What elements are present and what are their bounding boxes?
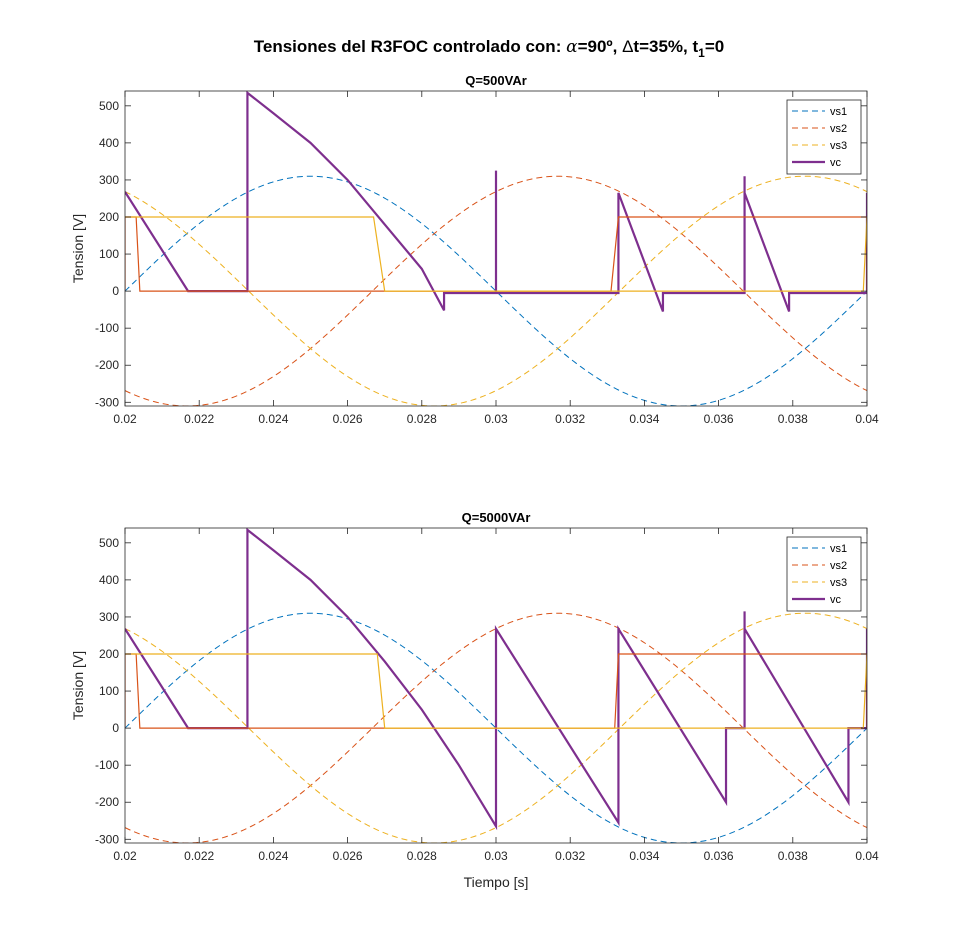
plot-q500: 0.02 0.022 0.024 0.026 0.028 0.03 0.032 0.034 0.… [70, 73, 879, 426]
x-tick-label: 0.022 [184, 412, 214, 426]
series-vs1-line [125, 175, 867, 406]
x-tick-label: 0.024 [258, 412, 288, 426]
y-tick-label: 500 [99, 99, 119, 113]
legend-label-vs1: vs1 [830, 106, 847, 118]
x-tick-label: 0.022 [184, 849, 214, 863]
series-vs3-pulse-line [125, 653, 867, 729]
legend: vs1 vs2 vs3 vc [786, 99, 862, 175]
y-tick-label: -300 [95, 832, 119, 846]
legend-label-vc: vc [830, 157, 842, 169]
y-tick-label: 300 [99, 610, 119, 624]
series-vs3-pulse-line [125, 216, 867, 292]
x-tick-label: 0.04 [855, 412, 879, 426]
subplot-title: Q=500VAr [465, 73, 527, 88]
legend-label-vs1: vs1 [830, 543, 847, 555]
y-tick-label: -200 [95, 358, 119, 372]
y-tick-label: 100 [99, 247, 119, 261]
x-tick-label: 0.032 [555, 849, 585, 863]
x-tick-label: 0.028 [407, 849, 437, 863]
x-tick-label: 0.024 [258, 849, 288, 863]
title-dt: t=35%, t [633, 37, 698, 56]
y-tick-label: 500 [99, 536, 119, 550]
legend-label-vs2: vs2 [830, 560, 847, 572]
x-tick-label: 0.036 [704, 849, 734, 863]
x-tick-label: 0.03 [484, 412, 508, 426]
y-tick-label: 200 [99, 210, 119, 224]
y-tick-label: 100 [99, 684, 119, 698]
title-alpha-eq: =90º, [578, 37, 623, 56]
title-sub: 1 [698, 46, 705, 60]
x-tick-label: 0.034 [629, 849, 659, 863]
y-tick-label: -100 [95, 758, 119, 772]
title-alpha: α [566, 37, 578, 57]
y-axis-label: Tension [V] [70, 214, 86, 283]
x-tick-label: 0.038 [778, 412, 808, 426]
series-vc-line [125, 91, 867, 312]
title-end: =0 [705, 37, 724, 56]
x-tick-label: 0.026 [333, 849, 363, 863]
y-tick-label: -300 [95, 395, 119, 409]
x-tick-label: 0.03 [484, 849, 508, 863]
title-main: Tensiones del R3FOC controlado con: [254, 37, 566, 56]
y-tick-label: 200 [99, 647, 119, 661]
x-tick-label: 0.026 [333, 412, 363, 426]
y-tick-label: -200 [95, 795, 119, 809]
y-tick-label: 400 [99, 573, 119, 587]
series-vc-line [125, 528, 867, 831]
x-tick-label: 0.036 [704, 412, 734, 426]
legend-label-vc: vc [830, 594, 842, 606]
y-tick-label: 0 [112, 721, 119, 735]
x-tick-label: 0.038 [778, 849, 808, 863]
y-tick-label: 300 [99, 173, 119, 187]
y-tick-label: 400 [99, 136, 119, 150]
x-tick-label: 0.02 [113, 412, 137, 426]
x-tick-label: 0.034 [629, 412, 659, 426]
legend: vs1 vs2 vs3 vc [786, 536, 862, 612]
subplot-title: Q=5000VAr [462, 510, 531, 525]
plot-q5000: 0.02 0.022 0.024 0.026 0.028 0.03 0.032 0.034 0.… [70, 510, 879, 863]
y-axis-label: Tension [V] [70, 651, 86, 720]
y-tick-label: -100 [95, 321, 119, 335]
x-axis-label: Tiempo [s] [464, 874, 529, 890]
figure-title: Tensiones del R3FOC controlado con: α=90… [254, 37, 724, 60]
legend-label-vs3: vs3 [830, 140, 847, 152]
legend-label-vs3: vs3 [830, 577, 847, 589]
x-tick-label: 0.02 [113, 849, 137, 863]
x-tick-label: 0.028 [407, 412, 437, 426]
x-tick-label: 0.032 [555, 412, 585, 426]
series-vs1-line [125, 612, 867, 843]
legend-label-vs2: vs2 [830, 123, 847, 135]
y-tick-label: 0 [112, 284, 119, 298]
title-delta: Δ [622, 37, 633, 56]
x-tick-label: 0.04 [855, 849, 879, 863]
